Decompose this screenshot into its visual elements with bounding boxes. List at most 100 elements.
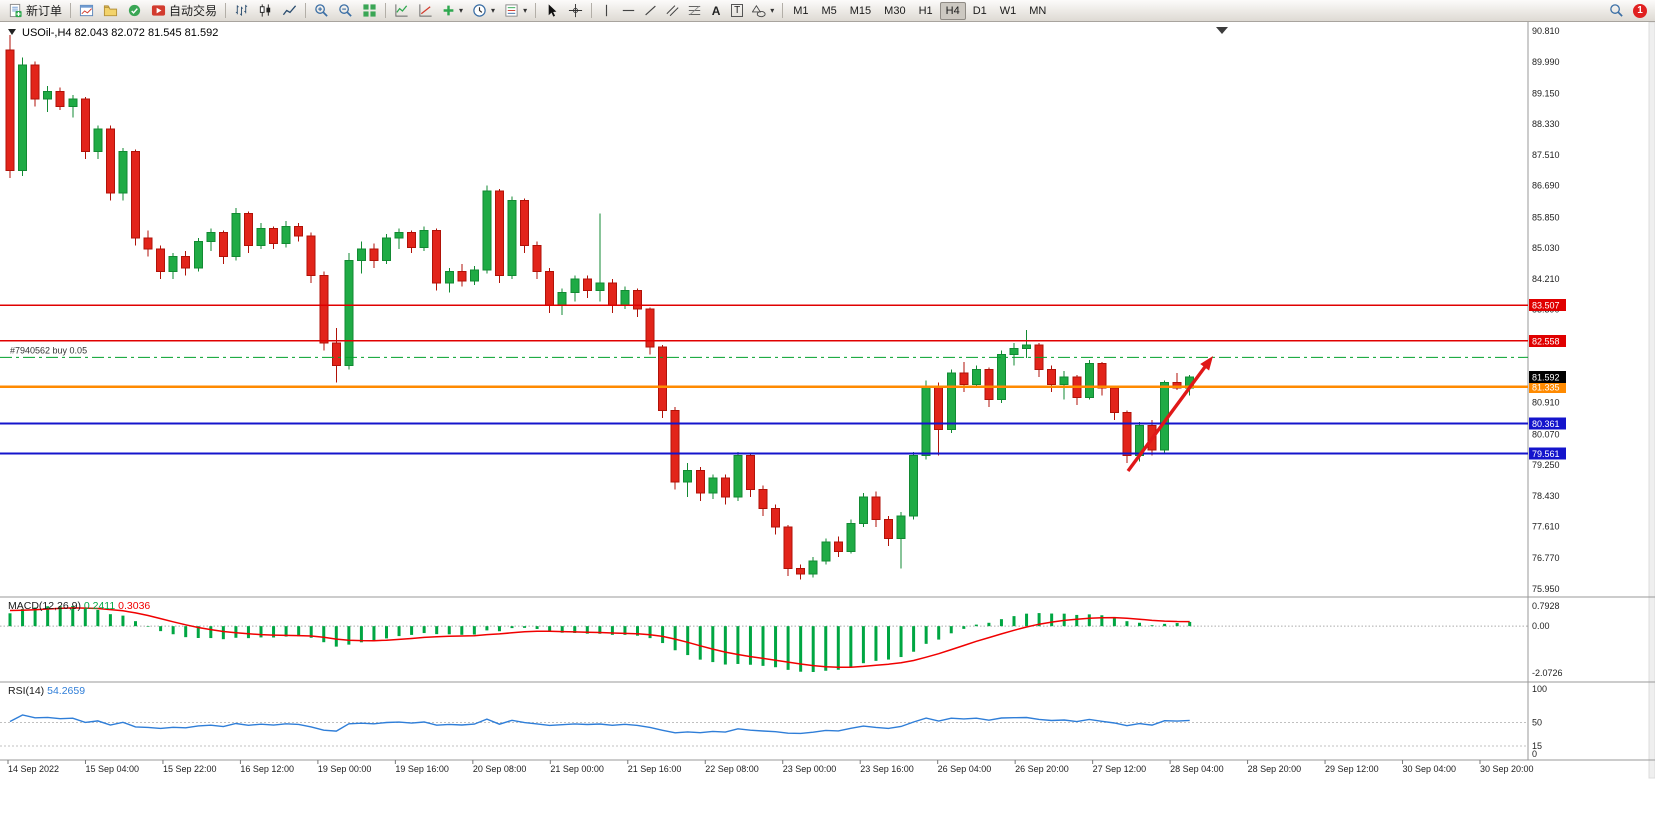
chart-title: USOil-,H4 82.043 82.072 81.545 81.592 (22, 27, 218, 39)
svg-text:75.950: 75.950 (1532, 584, 1560, 594)
profiles-icon (103, 5, 118, 17)
text-tool-label: A (711, 3, 721, 18)
svg-text:84.210: 84.210 (1532, 274, 1560, 284)
horizontal-line-tool-button[interactable] (618, 1, 639, 21)
new-order-icon (9, 3, 22, 18)
timeframe-button-M30[interactable]: M30 (884, 4, 906, 17)
timeframe-button-M15[interactable]: M15 (849, 4, 872, 17)
timeframe-button-H1[interactable]: H1 (918, 4, 933, 17)
trendline-tool-button[interactable] (640, 1, 661, 21)
search-button[interactable] (1605, 1, 1628, 21)
svg-text:14 Sep 2022: 14 Sep 2022 (8, 764, 59, 774)
svg-text:0.7928: 0.7928 (1532, 601, 1560, 611)
svg-text:90.810: 90.810 (1532, 26, 1560, 36)
vertical-line-icon (606, 4, 608, 17)
candlestick-mode-button[interactable] (254, 1, 277, 21)
cursor-icon (548, 4, 557, 17)
cursor-tool-button[interactable] (540, 1, 563, 21)
trendline-icon (645, 5, 656, 16)
indicators-list-button[interactable] (390, 1, 413, 21)
shapes-tool-button[interactable]: ▾ (748, 1, 778, 21)
new-chart-button[interactable] (75, 1, 98, 21)
autotrading-button[interactable]: 自动交易 (147, 1, 221, 21)
indicators-list-icon (395, 4, 408, 17)
new-order-label: 新订单 (26, 4, 63, 18)
svg-text:76.770: 76.770 (1532, 553, 1560, 563)
svg-text:19 Sep 16:00: 19 Sep 16:00 (395, 764, 449, 774)
text-tool-button[interactable]: A (706, 1, 726, 21)
text-label-tool-button[interactable]: T (727, 1, 747, 21)
zoom-in-button[interactable] (310, 1, 333, 21)
trend-arrow-annotation[interactable] (1126, 356, 1213, 473)
svg-text:81.592: 81.592 (1532, 373, 1560, 383)
fibonacci-icon (688, 5, 701, 16)
notifications-button[interactable]: 1 (1629, 1, 1651, 21)
svg-text:82.558: 82.558 (1532, 336, 1560, 346)
one-click-trading-toggle[interactable] (8, 29, 16, 35)
price-axis: 90.810 89.990 89.150 88.330 87.510 86.690 85.8… (1532, 26, 1560, 594)
timeframe-button-H4[interactable]: H4 (939, 1, 966, 20)
periods-button[interactable]: ▾ (468, 1, 499, 21)
svg-text:27 Sep 12:00: 27 Sep 12:00 (1093, 764, 1147, 774)
line-chart-mode-button[interactable] (278, 1, 301, 21)
svg-text:88.330: 88.330 (1532, 119, 1560, 129)
zoom-out-icon (339, 4, 352, 17)
svg-text:0: 0 (1532, 749, 1537, 759)
horizontal-line-icon (622, 9, 635, 12)
timeframe-button-MN[interactable]: MN (1029, 4, 1047, 17)
add-indicator-icon (443, 5, 454, 16)
svg-text:28 Sep 04:00: 28 Sep 04:00 (1170, 764, 1224, 774)
svg-text:15 Sep 04:00: 15 Sep 04:00 (85, 764, 139, 774)
trade-line-label: #7940562 buy 0.05 (10, 345, 87, 355)
svg-text:79.561: 79.561 (1532, 449, 1560, 459)
fibonacci-tool-button[interactable] (684, 1, 705, 21)
bar-chart-mode-button[interactable] (230, 1, 253, 21)
chart-shift-marker[interactable] (1216, 27, 1228, 34)
crosshair-tool-button[interactable] (564, 1, 587, 21)
separator (591, 3, 593, 18)
trade-buy-line[interactable]: #7940562 buy 0.05 (0, 345, 1528, 358)
timeframe-button-W1[interactable]: W1 (999, 4, 1017, 17)
timeframe-button-M1[interactable]: M1 (793, 4, 809, 17)
svg-text:89.990: 89.990 (1532, 57, 1560, 67)
svg-text:21 Sep 16:00: 21 Sep 16:00 (628, 764, 682, 774)
svg-text:30 Sep 20:00: 30 Sep 20:00 (1480, 764, 1534, 774)
line-chart-icon (282, 5, 297, 16)
chevron-down-icon: ▾ (491, 6, 496, 15)
svg-text:15 Sep 22:00: 15 Sep 22:00 (163, 764, 217, 774)
tile-windows-icon (363, 4, 376, 17)
textbox-tool-label: T (731, 4, 744, 17)
market-button[interactable] (123, 1, 146, 21)
svg-text:100: 100 (1532, 684, 1547, 694)
templates-button[interactable]: ▾ (500, 1, 531, 21)
templates-icon (505, 4, 518, 17)
clock-icon (473, 4, 486, 17)
new-order-button[interactable]: 新订单 (4, 1, 66, 21)
horizontal-level-lines[interactable]: 83.507 82.558 81.335 80.361 79.561 81.592 (0, 299, 1566, 460)
objects-list-button[interactable] (414, 1, 437, 21)
svg-text:83.507: 83.507 (1532, 301, 1560, 311)
separator (535, 3, 537, 18)
timeframe-button-D1[interactable]: D1 (972, 4, 987, 17)
rsi-label: RSI(14) 54.2659 (8, 685, 85, 697)
timeframe-button-M5[interactable]: M5 (821, 4, 837, 17)
chevron-down-icon: ▾ (523, 6, 528, 15)
pane-separators (0, 22, 1655, 761)
zoom-out-button[interactable] (334, 1, 357, 21)
svg-text:86.690: 86.690 (1532, 181, 1560, 191)
tile-windows-button[interactable] (358, 1, 381, 21)
chevron-down-icon: ▾ (459, 6, 464, 15)
vertical-scrollbar[interactable] (1648, 21, 1655, 779)
candlestick-icon (259, 4, 271, 17)
svg-text:23 Sep 00:00: 23 Sep 00:00 (783, 764, 837, 774)
profiles-button[interactable] (99, 1, 122, 21)
add-indicator-button[interactable]: ▾ (438, 1, 467, 21)
svg-text:85.030: 85.030 (1532, 243, 1560, 253)
svg-text:16 Sep 12:00: 16 Sep 12:00 (240, 764, 294, 774)
separator (225, 3, 227, 18)
channel-icon (666, 5, 679, 17)
channel-tool-button[interactable] (662, 1, 683, 21)
vertical-line-tool-button[interactable] (596, 1, 617, 21)
svg-text:28 Sep 20:00: 28 Sep 20:00 (1248, 764, 1302, 774)
